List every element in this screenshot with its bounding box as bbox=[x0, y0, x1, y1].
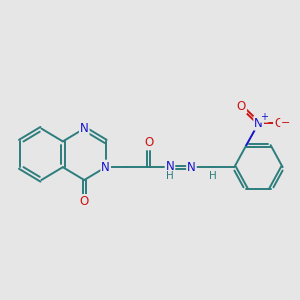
Text: O: O bbox=[144, 136, 153, 149]
Text: −: − bbox=[281, 118, 290, 128]
Text: O: O bbox=[237, 100, 246, 113]
Text: +: + bbox=[260, 112, 268, 122]
Text: N: N bbox=[254, 117, 263, 130]
Text: O: O bbox=[274, 117, 283, 130]
Text: N: N bbox=[80, 122, 88, 135]
Text: N: N bbox=[101, 161, 110, 174]
Text: N: N bbox=[166, 160, 174, 173]
Text: N: N bbox=[187, 161, 196, 174]
Text: H: H bbox=[166, 171, 174, 181]
Text: O: O bbox=[80, 195, 89, 208]
Text: H: H bbox=[209, 171, 217, 181]
